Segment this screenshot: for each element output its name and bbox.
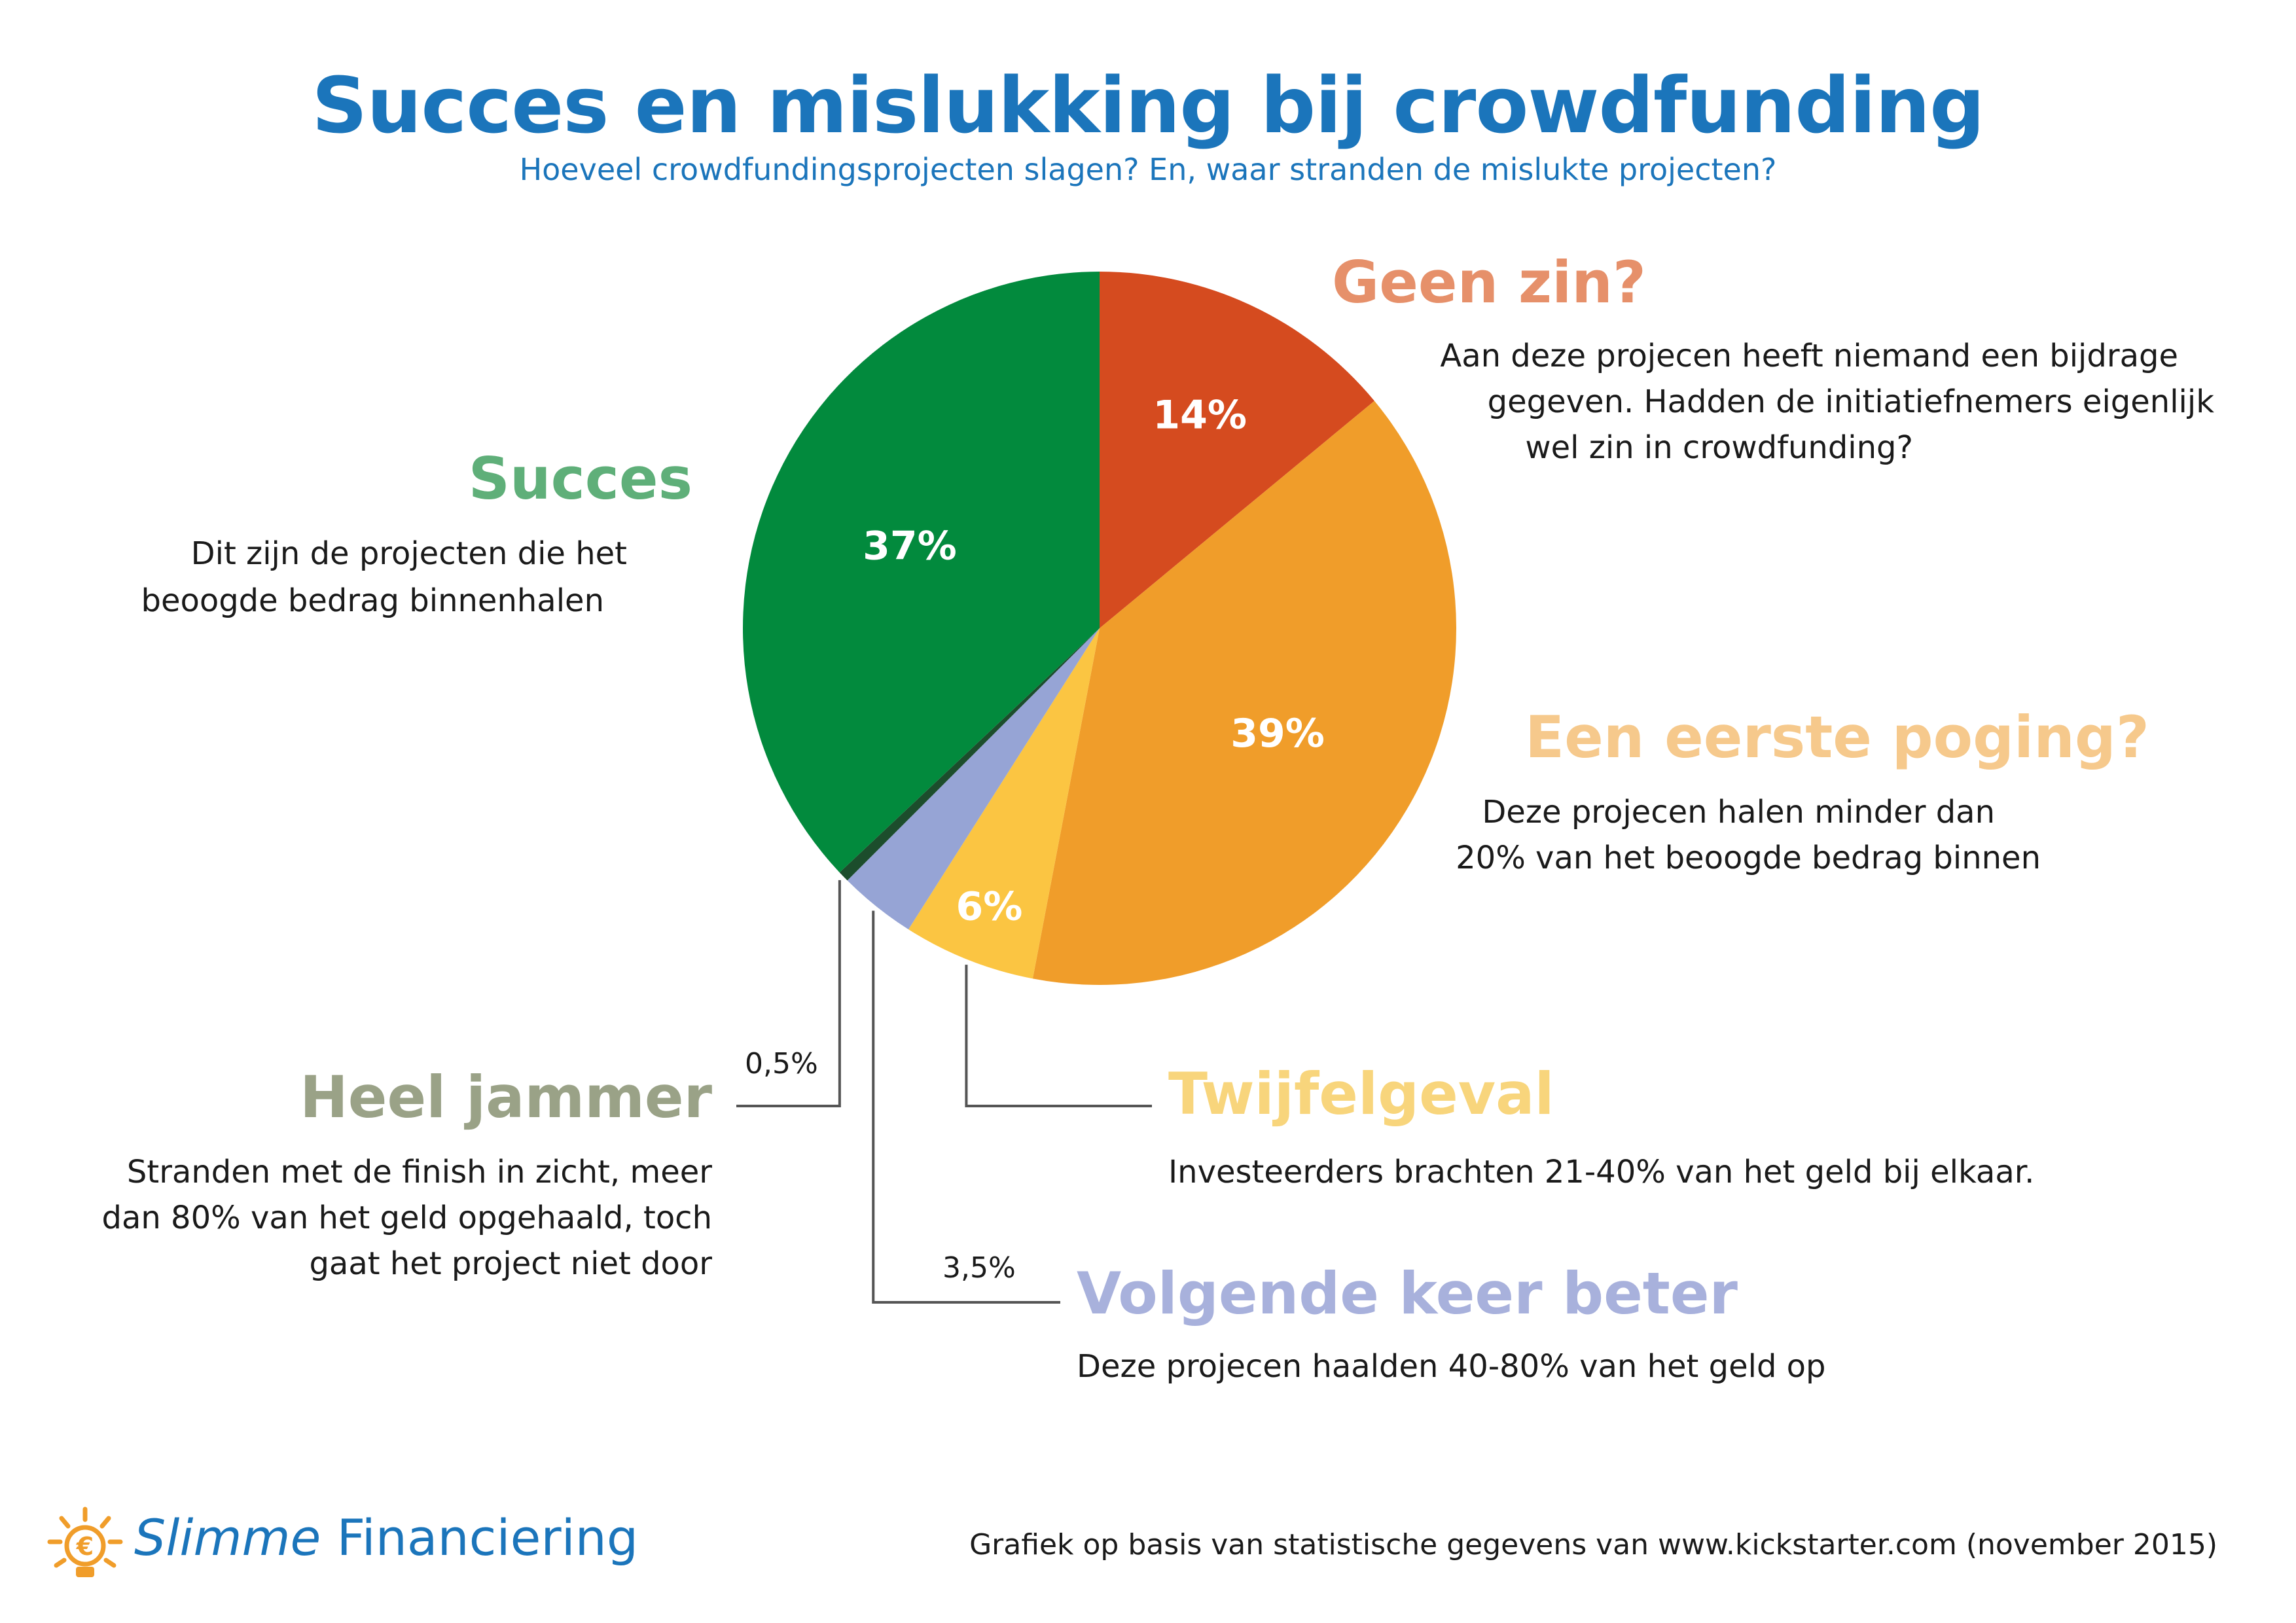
pie-slice-geen_zin (1100, 272, 1374, 628)
pie-label-succes: 37% (863, 523, 957, 569)
geen-zin-desc-line-2: gegeven. Hadden de initiatiefnemers eige… (1487, 383, 2214, 420)
pie-slice-twijfelgeval (908, 628, 1100, 979)
brand-rest: Financiering (321, 1508, 639, 1567)
pie-slice-succes (743, 272, 1100, 873)
source-note: Grafiek op basis van statistische gegeve… (969, 1528, 2217, 1561)
geen-zin-desc-line-3: wel zin in crowdfunding? (1525, 429, 1913, 466)
eerste-poging-desc-line-2: 20% van het beoogde bedrag binnen (1456, 840, 2041, 876)
pie-label-twijfelgeval: 6% (956, 884, 1023, 930)
leader-line-heel-jammer (736, 880, 841, 1107)
page-subtitle: Hoeveel crowdfundingsprojecten slagen? E… (519, 152, 1777, 187)
svg-text:€: € (76, 1532, 94, 1561)
geen-zin-desc-line-1: Aan deze projecen heeft niemand een bijd… (1440, 338, 2178, 374)
eerste-poging-heading: Een eerste poging? (1525, 704, 2149, 771)
brand-italic: Slimme (134, 1508, 321, 1567)
geen-zin-heading: Geen zin? (1332, 249, 1646, 316)
leader-line-twijfelgeval (965, 965, 1152, 1107)
pie-slice-eerste_poging (1032, 401, 1456, 985)
volgende-keer-value-label: 3,5% (942, 1251, 1016, 1285)
brand-logo: Slimme Financiering (134, 1508, 638, 1567)
succes-desc-line-2: beoogde bedrag binnenhalen (141, 582, 604, 619)
succes-desc-line-1: Dit zijn de projecten die het (190, 535, 627, 572)
twijfelgeval-desc-line-1: Investeerders brachten 21-40% van het ge… (1168, 1154, 2035, 1190)
pie-label-geen_zin: 14% (1153, 393, 1247, 438)
heel-jammer-desc-line-1: Stranden met de finish in zicht, meer (126, 1154, 712, 1190)
lightbulb-logo-icon: € (47, 1507, 123, 1577)
twijfelgeval-heading: Twijfelgeval (1168, 1060, 1554, 1128)
volgende-keer-desc-line-1: Deze projecen haalden 40-80% van het gel… (1077, 1348, 1826, 1385)
heel-jammer-heading: Heel jammer (300, 1063, 712, 1131)
pie-slice-volgende_keer (847, 628, 1100, 930)
heel-jammer-desc-line-3: gaat het project niet door (309, 1245, 712, 1282)
volgende-keer-heading: Volgende keer beter (1077, 1260, 1738, 1327)
page-title: Succes en mislukking bij crowdfunding (312, 60, 1984, 151)
heel-jammer-desc-line-2: dan 80% van het geld opgehaald, toch (101, 1200, 712, 1236)
eerste-poging-desc-line-1: Deze projecen halen minder dan (1482, 794, 1995, 830)
leader-line-volgende-keer (872, 910, 1060, 1304)
pie-slice-heel_jammer (839, 628, 1100, 881)
succes-heading: Succes (468, 445, 692, 512)
heel-jammer-value-label: 0,5% (745, 1047, 818, 1080)
pie-label-eerste_poging: 39% (1230, 711, 1325, 757)
